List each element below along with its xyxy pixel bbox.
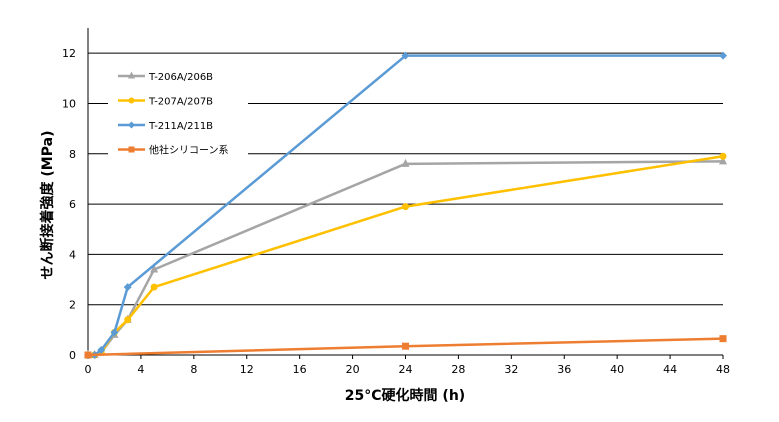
x-tick-label-48: 48 xyxy=(716,363,730,376)
x-tick-label-40: 40 xyxy=(610,363,624,376)
x-tick-label-0: 0 xyxy=(85,363,92,376)
y-axis-title: せん断接着強度 (MPa) xyxy=(39,131,56,280)
x-tick-label-24: 24 xyxy=(399,363,413,376)
series-3-point-5 xyxy=(123,283,132,292)
legend-marker-2 xyxy=(128,97,135,104)
series-4-point-2 xyxy=(402,342,409,350)
legend-label-4: 他社シリコーン系 xyxy=(149,144,229,157)
y-tick-label-0: 0 xyxy=(69,349,76,362)
y-tick-label-8: 8 xyxy=(69,148,76,161)
x-tick-label-36: 36 xyxy=(557,363,571,376)
x-tick-label-20: 20 xyxy=(346,363,360,376)
series-group xyxy=(84,51,727,359)
legend-label-2: T-207A/207B xyxy=(148,97,213,108)
series-line-1 xyxy=(88,160,724,357)
series-4-point-1 xyxy=(84,351,92,359)
series-2-point-5 xyxy=(124,316,132,324)
series-2-point-8 xyxy=(719,152,727,160)
x-tick-label-8: 8 xyxy=(190,363,197,376)
series-3-point-7 xyxy=(719,51,727,60)
series-1-point-8 xyxy=(719,156,727,165)
series-line-2 xyxy=(88,155,724,357)
series-4 xyxy=(84,335,727,359)
series-1-point-7 xyxy=(401,158,410,167)
x-tick-label-4: 4 xyxy=(137,363,144,376)
y-tick-labels: 0 2 4 6 8 10 12 xyxy=(62,47,76,362)
y-tick-label-6: 6 xyxy=(69,198,76,211)
x-tick-label-44: 44 xyxy=(663,363,677,376)
y-tick-label-2: 2 xyxy=(69,299,76,312)
series-3-point-3 xyxy=(97,345,106,354)
series-1 xyxy=(84,156,727,358)
series-2-point-6 xyxy=(150,283,158,291)
x-tick-label-16: 16 xyxy=(293,363,307,376)
legend-label-1: T-206A/206B xyxy=(148,72,213,83)
series-2 xyxy=(84,152,727,359)
series-3-point-6 xyxy=(401,51,410,60)
y-tick-label-10: 10 xyxy=(62,97,76,110)
x-tick-label-28: 28 xyxy=(451,363,465,376)
series-1-point-6 xyxy=(150,264,159,273)
y-tick-label-4: 4 xyxy=(69,248,76,261)
legend-marker-3 xyxy=(128,121,135,129)
x-tick-label-12: 12 xyxy=(240,363,254,376)
legend-marker-4 xyxy=(128,146,135,153)
legend-label-3: T-211A/211B xyxy=(148,121,213,132)
series-3-point-4 xyxy=(110,328,119,337)
x-tick-label-32: 32 xyxy=(504,363,518,376)
legend-marker-1 xyxy=(128,71,135,79)
y-tick-label-12: 12 xyxy=(62,47,76,60)
series-4-point-3 xyxy=(719,335,727,343)
x-axis-title: 25°C硬化時間 (h) xyxy=(345,387,465,404)
legend: T-206A/206B T-207A/207B T-211A/211B 他社シリコーン… xyxy=(108,60,248,158)
x-tick-labels: 0 4 8 12 16 20 24 28 32 36 40 44 48 xyxy=(85,355,730,376)
series-2-point-7 xyxy=(402,203,409,211)
